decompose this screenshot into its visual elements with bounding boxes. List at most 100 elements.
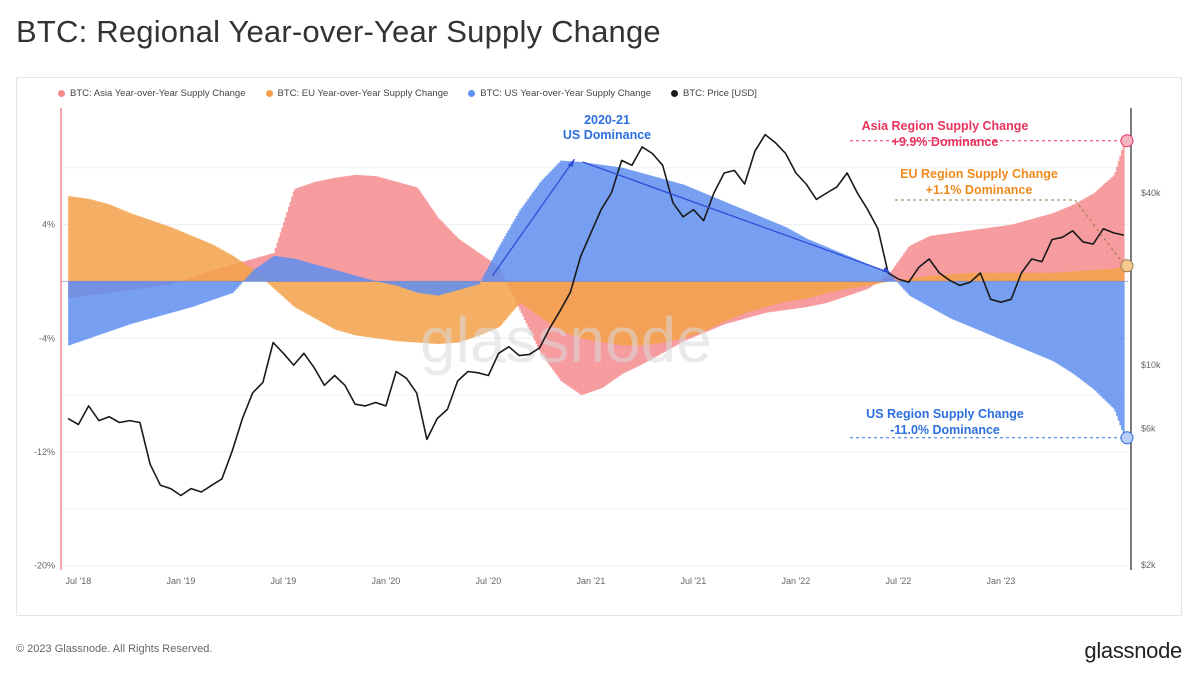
eu-dashed-connector bbox=[1074, 199, 1126, 267]
bar-eu-588 bbox=[1032, 272, 1035, 282]
bar-us-489 bbox=[870, 265, 873, 282]
bar-asia-599 bbox=[1050, 213, 1053, 282]
bar-asia-627 bbox=[1096, 190, 1099, 282]
bar-eu-464 bbox=[829, 281, 832, 293]
bar-eu-340 bbox=[625, 281, 628, 346]
bar-eu-25 bbox=[109, 204, 112, 282]
bar-us-293 bbox=[548, 172, 551, 282]
bar-us-418 bbox=[753, 214, 756, 282]
bar-asia-230 bbox=[445, 225, 448, 282]
bar-us-269 bbox=[509, 227, 512, 282]
bar-us-328 bbox=[606, 165, 609, 282]
bar-asia-553 bbox=[975, 229, 978, 282]
bar-eu-35 bbox=[125, 211, 128, 282]
bar-us-196 bbox=[389, 281, 392, 285]
bar-us-307 bbox=[571, 161, 574, 282]
bar-us-523 bbox=[925, 281, 928, 306]
bar-eu-592 bbox=[1039, 272, 1041, 282]
x-tick-label-0: Jul '18 bbox=[66, 576, 92, 586]
bar-eu-27 bbox=[112, 206, 115, 282]
bar-us-325 bbox=[601, 164, 604, 282]
bar-eu-577 bbox=[1014, 272, 1017, 282]
legend-item-price[interactable]: BTC: Price [USD] bbox=[671, 88, 757, 99]
bar-us-108 bbox=[245, 278, 248, 282]
bar-us-184 bbox=[369, 279, 372, 282]
bar-us-506 bbox=[897, 281, 900, 284]
bar-asia-506 bbox=[897, 260, 900, 282]
bar-us-118 bbox=[261, 263, 264, 282]
bar-us-439 bbox=[788, 228, 791, 282]
bar-eu-137 bbox=[292, 281, 295, 307]
bar-us-162 bbox=[333, 269, 336, 282]
bar-eu-159 bbox=[328, 281, 331, 327]
bar-us-90 bbox=[215, 281, 218, 299]
bar-us-455 bbox=[814, 242, 817, 282]
bar-eu-58 bbox=[163, 224, 166, 282]
bar-eu-293 bbox=[548, 281, 551, 324]
bar-us-352 bbox=[645, 174, 648, 282]
bar-us-466 bbox=[832, 249, 835, 282]
bar-eu-435 bbox=[781, 281, 784, 303]
bar-us-447 bbox=[801, 236, 804, 282]
bar-us-443 bbox=[794, 232, 797, 282]
bar-asia-548 bbox=[966, 230, 969, 282]
legend-item-asia[interactable]: BTC: Asia Year-over-Year Supply Change bbox=[58, 88, 246, 99]
bar-us-356 bbox=[651, 176, 654, 282]
bar-eu-388 bbox=[704, 281, 707, 331]
bar-eu-109 bbox=[246, 266, 249, 282]
bar-us-113 bbox=[253, 269, 256, 282]
legend-item-eu[interactable]: BTC: EU Year-over-Year Supply Change bbox=[265, 88, 448, 99]
bar-us-99 bbox=[230, 281, 233, 294]
bar-eu-593 bbox=[1040, 272, 1043, 282]
bar-eu-599 bbox=[1050, 272, 1053, 282]
legend-swatch-price bbox=[671, 90, 679, 97]
bar-eu-261 bbox=[496, 281, 499, 328]
bar-asia-513 bbox=[909, 245, 912, 282]
legend-item-us[interactable]: BTC: US Year-over-Year Supply Change bbox=[468, 88, 651, 99]
bar-us-204 bbox=[402, 281, 405, 288]
bar-eu-529 bbox=[935, 275, 938, 282]
bar-eu-47 bbox=[145, 218, 148, 282]
bar-asia-576 bbox=[1012, 224, 1015, 282]
legend-label-price: BTC: Price [USD] bbox=[683, 88, 757, 99]
bar-us-359 bbox=[656, 177, 659, 282]
bar-us-163 bbox=[335, 270, 338, 282]
bar-eu-273 bbox=[515, 281, 518, 307]
bar-us-366 bbox=[668, 180, 671, 282]
bar-us-29 bbox=[115, 281, 118, 329]
bar-asia-142 bbox=[301, 186, 303, 282]
bar-us-123 bbox=[269, 258, 272, 282]
bar-eu-322 bbox=[596, 281, 599, 342]
bar-asia-614 bbox=[1075, 203, 1078, 282]
bar-eu-479 bbox=[853, 281, 856, 288]
bar-us-555 bbox=[978, 281, 981, 331]
bar-eu-422 bbox=[760, 281, 763, 309]
bar-asia-613 bbox=[1073, 204, 1076, 282]
bar-eu-596 bbox=[1045, 272, 1048, 282]
bar-asia-640 bbox=[1117, 161, 1120, 282]
area-layer bbox=[62, 144, 1128, 435]
bar-us-340 bbox=[625, 168, 628, 282]
bar-us-323 bbox=[597, 164, 600, 282]
y-right-tick-label-3: $2k bbox=[1141, 560, 1156, 570]
bar-asia-610 bbox=[1068, 206, 1071, 282]
bar-eu-494 bbox=[878, 281, 881, 284]
bar-asia-554 bbox=[976, 229, 979, 282]
bar-eu-134 bbox=[287, 281, 290, 302]
bar-eu-242 bbox=[465, 281, 467, 340]
bar-eu-239 bbox=[460, 281, 463, 342]
bar-us-442 bbox=[793, 231, 795, 282]
bar-eu-516 bbox=[914, 277, 917, 282]
bar-asia-157 bbox=[325, 179, 328, 282]
bar-us-129 bbox=[279, 256, 282, 282]
bar-us-267 bbox=[506, 233, 508, 282]
bar-us-127 bbox=[276, 256, 279, 282]
bar-us-234 bbox=[451, 281, 454, 292]
bar-eu-93 bbox=[220, 249, 223, 282]
bar-us-391 bbox=[709, 195, 712, 282]
bar-asia-177 bbox=[358, 175, 361, 282]
bar-us-329 bbox=[607, 165, 610, 282]
bar-asia-201 bbox=[397, 182, 400, 282]
bar-us-501 bbox=[889, 274, 892, 282]
footer-logo[interactable]: glassnode bbox=[1084, 638, 1182, 663]
